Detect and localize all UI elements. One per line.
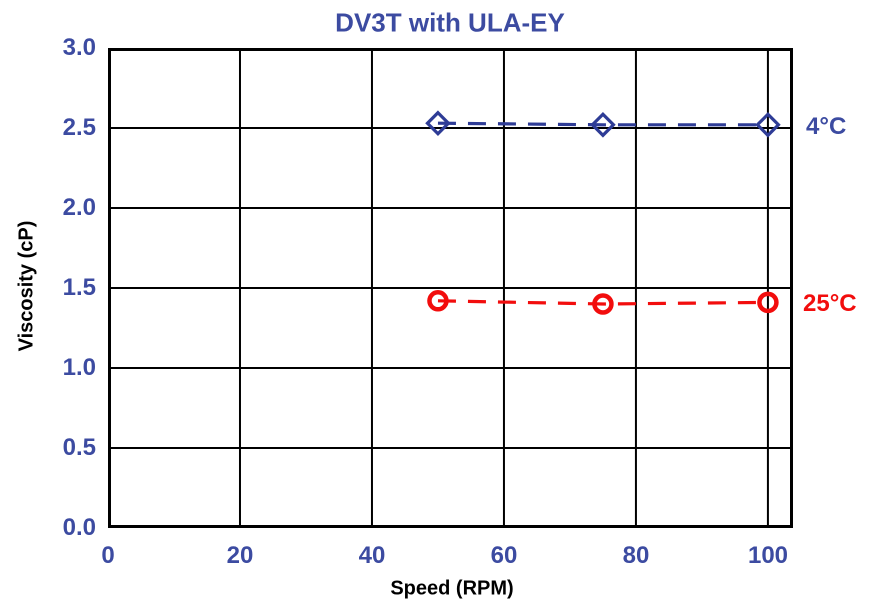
x-axis-title: Speed (RPM) bbox=[390, 577, 514, 600]
y-tick-2_5: 2.5 bbox=[62, 114, 96, 141]
chart-title: DV3T with ULA-EY bbox=[335, 7, 565, 38]
plot-area bbox=[108, 48, 793, 528]
y-tick-0_5: 0.5 bbox=[62, 434, 96, 461]
x-tick-60: 60 bbox=[490, 542, 518, 569]
x-tick-20: 20 bbox=[226, 542, 254, 569]
y-tick-1_5: 1.5 bbox=[62, 274, 96, 301]
series-label-4c: 4°C bbox=[806, 113, 847, 140]
x-tick-0: 0 bbox=[101, 542, 115, 569]
y-tick-2_0: 2.0 bbox=[62, 194, 96, 221]
y-tick-3_0: 3.0 bbox=[62, 34, 96, 61]
series-label-25c: 25°C bbox=[803, 290, 857, 317]
x-tick-100: 100 bbox=[747, 542, 789, 569]
y-tick-1_0: 1.0 bbox=[62, 354, 96, 381]
y-tick-0_0: 0.0 bbox=[62, 514, 96, 541]
plot-svg bbox=[108, 48, 793, 528]
x-tick-40: 40 bbox=[358, 542, 386, 569]
x-tick-80: 80 bbox=[622, 542, 650, 569]
